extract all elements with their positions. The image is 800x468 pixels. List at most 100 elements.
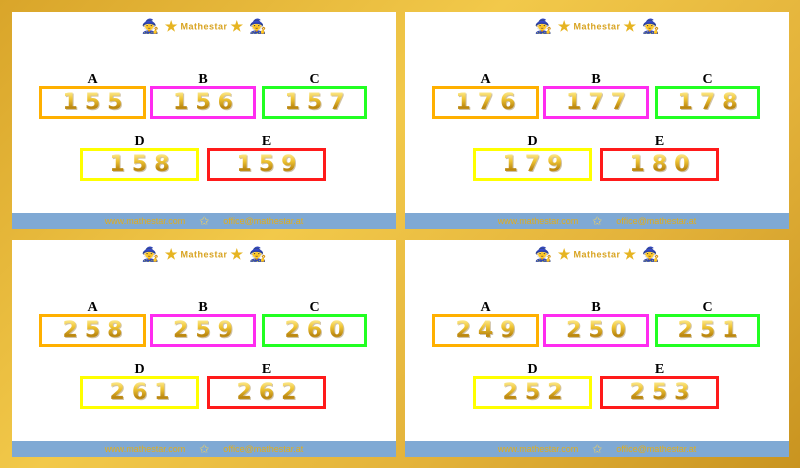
option-box[interactable]: 259 bbox=[150, 314, 256, 347]
email-link[interactable]: office@mathestar.at bbox=[223, 216, 304, 226]
option-label: C bbox=[702, 300, 713, 315]
option-label: E bbox=[261, 134, 272, 149]
star-icon: ★ bbox=[557, 246, 571, 262]
option-label: D bbox=[134, 134, 145, 149]
brand-name: Mathestar bbox=[573, 249, 621, 260]
number-value: 252 bbox=[496, 380, 570, 405]
mathestar-logo: 🧙 ★ Mathestar ★ 🧙 bbox=[12, 246, 396, 263]
option-box[interactable]: 155 bbox=[39, 86, 146, 119]
number-value: 155 bbox=[56, 90, 130, 115]
option-box[interactable]: 176 bbox=[432, 86, 539, 119]
brand-name: Mathestar bbox=[180, 21, 228, 32]
star-icon: ✩ bbox=[592, 214, 603, 228]
option-box[interactable]: 180 bbox=[600, 148, 719, 181]
option-label: C bbox=[309, 300, 320, 315]
number-value: 156 bbox=[166, 90, 240, 115]
option-label: D bbox=[134, 362, 145, 377]
star-icon: ★ bbox=[164, 18, 178, 34]
star-icon: ★ bbox=[623, 18, 637, 34]
wizard-icon: 🧙 bbox=[249, 246, 267, 262]
website-link[interactable]: www.mathestar.com bbox=[104, 216, 186, 226]
wizard-icon: 🧙 bbox=[642, 18, 660, 34]
number-value: 158 bbox=[103, 152, 177, 177]
footer-bar: www.mathestar.com ✩ office@mathestar.at bbox=[12, 213, 396, 229]
star-icon: ★ bbox=[230, 246, 244, 262]
wizard-icon: 🧙 bbox=[141, 246, 159, 262]
option-label: A bbox=[87, 72, 98, 87]
wizard-icon: 🧙 bbox=[534, 18, 552, 34]
star-icon: ✩ bbox=[199, 214, 210, 228]
number-value: 253 bbox=[623, 380, 697, 405]
number-value: 179 bbox=[496, 152, 570, 177]
worksheet-card: 🧙 ★ Mathestar ★ 🧙 A 176 B 177 C 178 D 179 E 180 www.mat… bbox=[405, 12, 789, 229]
option-label: A bbox=[87, 300, 98, 315]
worksheet-card: 🧙 ★ Mathestar ★ 🧙 A 258 B 259 C 260 D 261 E 262 www.mat… bbox=[12, 240, 396, 457]
option-box[interactable]: 157 bbox=[262, 86, 367, 119]
worksheet-card: 🧙 ★ Mathestar ★ 🧙 A 155 B 156 C 157 D 158 E 159 www.mat… bbox=[12, 12, 396, 229]
option-label: B bbox=[591, 300, 601, 315]
website-link[interactable]: www.mathestar.com bbox=[104, 444, 186, 454]
option-label: C bbox=[702, 72, 713, 87]
mathestar-logo: 🧙 ★ Mathestar ★ 🧙 bbox=[405, 18, 789, 35]
mathestar-logo: 🧙 ★ Mathestar ★ 🧙 bbox=[405, 246, 789, 263]
option-label: A bbox=[480, 300, 491, 315]
number-value: 251 bbox=[671, 318, 745, 343]
footer-bar: www.mathestar.com ✩ office@mathestar.at bbox=[405, 213, 789, 229]
wizard-icon: 🧙 bbox=[249, 18, 267, 34]
brand-name: Mathestar bbox=[573, 21, 621, 32]
option-box[interactable]: 177 bbox=[543, 86, 649, 119]
number-value: 178 bbox=[671, 90, 745, 115]
option-label: E bbox=[654, 134, 665, 149]
number-value: 261 bbox=[103, 380, 177, 405]
option-box[interactable]: 260 bbox=[262, 314, 367, 347]
wizard-icon: 🧙 bbox=[534, 246, 552, 262]
number-value: 262 bbox=[230, 380, 304, 405]
email-link[interactable]: office@mathestar.at bbox=[616, 216, 697, 226]
option-label: B bbox=[198, 72, 208, 87]
number-value: 249 bbox=[449, 318, 523, 343]
option-box[interactable]: 178 bbox=[655, 86, 760, 119]
option-box[interactable]: 258 bbox=[39, 314, 146, 347]
star-icon: ★ bbox=[557, 18, 571, 34]
website-link[interactable]: www.mathestar.com bbox=[497, 216, 579, 226]
number-value: 180 bbox=[623, 152, 697, 177]
option-label: C bbox=[309, 72, 320, 87]
footer-bar: www.mathestar.com ✩ office@mathestar.at bbox=[12, 441, 396, 457]
option-box[interactable]: 262 bbox=[207, 376, 326, 409]
number-value: 250 bbox=[559, 318, 633, 343]
option-box[interactable]: 253 bbox=[600, 376, 719, 409]
option-box[interactable]: 252 bbox=[473, 376, 592, 409]
option-box[interactable]: 179 bbox=[473, 148, 592, 181]
star-icon: ★ bbox=[164, 246, 178, 262]
website-link[interactable]: www.mathestar.com bbox=[497, 444, 579, 454]
option-label: B bbox=[591, 72, 601, 87]
option-box[interactable]: 159 bbox=[207, 148, 326, 181]
star-icon: ★ bbox=[230, 18, 244, 34]
email-link[interactable]: office@mathestar.at bbox=[223, 444, 304, 454]
option-box[interactable]: 251 bbox=[655, 314, 760, 347]
number-value: 177 bbox=[559, 90, 633, 115]
star-icon: ★ bbox=[623, 246, 637, 262]
option-label: E bbox=[654, 362, 665, 377]
option-box[interactable]: 158 bbox=[80, 148, 199, 181]
star-icon: ✩ bbox=[592, 442, 603, 456]
brand-name: Mathestar bbox=[180, 249, 228, 260]
mathestar-logo: 🧙 ★ Mathestar ★ 🧙 bbox=[12, 18, 396, 35]
number-value: 259 bbox=[166, 318, 240, 343]
option-label: E bbox=[261, 362, 272, 377]
number-value: 260 bbox=[278, 318, 352, 343]
number-value: 159 bbox=[230, 152, 304, 177]
option-box[interactable]: 249 bbox=[432, 314, 539, 347]
option-box[interactable]: 156 bbox=[150, 86, 256, 119]
worksheet-card: 🧙 ★ Mathestar ★ 🧙 A 249 B 250 C 251 D 252 E 253 www.mat… bbox=[405, 240, 789, 457]
wizard-icon: 🧙 bbox=[642, 246, 660, 262]
option-box[interactable]: 250 bbox=[543, 314, 649, 347]
footer-bar: www.mathestar.com ✩ office@mathestar.at bbox=[405, 441, 789, 457]
number-value: 176 bbox=[449, 90, 523, 115]
star-icon: ✩ bbox=[199, 442, 210, 456]
option-label: B bbox=[198, 300, 208, 315]
option-box[interactable]: 261 bbox=[80, 376, 199, 409]
email-link[interactable]: office@mathestar.at bbox=[616, 444, 697, 454]
wizard-icon: 🧙 bbox=[141, 18, 159, 34]
option-label: A bbox=[480, 72, 491, 87]
